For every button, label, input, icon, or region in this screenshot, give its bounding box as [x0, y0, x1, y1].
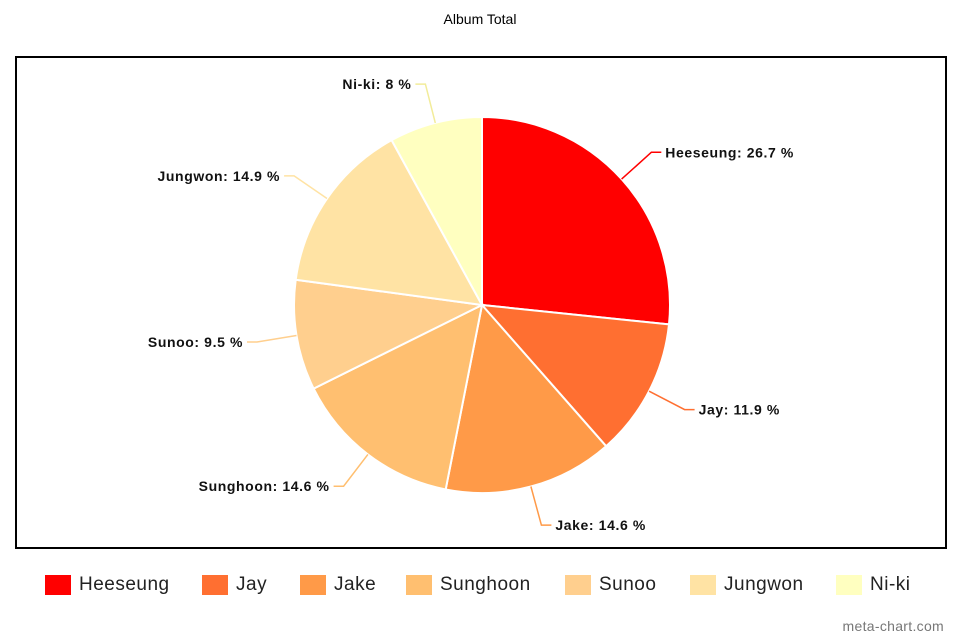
data-label-sunghoon: Sunghoon: 14.6 % — [199, 478, 330, 494]
legend-label: Heeseung — [79, 574, 170, 595]
data-label-sunoo: Sunoo: 9.5 % — [148, 334, 243, 350]
connector-heeseung — [621, 151, 662, 180]
data-label-ni-ki: Ni-ki: 8 % — [342, 76, 411, 92]
legend-swatch — [202, 575, 228, 595]
connector-ni-ki — [415, 83, 437, 124]
data-label-heeseung: Heeseung: 26.7 % — [665, 144, 794, 160]
legend-swatch — [45, 575, 71, 595]
legend-label: Sunoo — [599, 574, 657, 595]
legend-item-heeseung: Heeseung — [45, 574, 170, 596]
connector-sunoo — [247, 334, 297, 343]
connector-jake — [530, 486, 552, 526]
legend-item-jay: Jay — [202, 574, 267, 596]
pie-slice-jay — [479, 303, 671, 448]
pie-chart: Heeseung: 26.7 % Jay: 11.9 % Jake: 14.6 % S… — [148, 76, 794, 533]
chart-title: Album Total — [443, 11, 517, 27]
data-label-jake: Jake: 14.6 % — [555, 517, 645, 533]
connector-sunghoon — [333, 453, 369, 487]
pie-slice-heeseung — [481, 115, 671, 326]
connector-jungwon — [284, 175, 328, 200]
data-label-jungwon: Jungwon: 14.9 % — [158, 168, 281, 184]
legend-swatch — [690, 575, 716, 595]
legend-item-ni-ki: Ni-ki — [836, 574, 911, 596]
pie-slice-ni-ki — [390, 115, 483, 306]
watermark: meta-chart.com — [842, 618, 944, 634]
legend-item-sunoo: Sunoo — [565, 574, 656, 596]
legend-item-sunghoon: Sunghoon — [406, 574, 531, 596]
legend-label: Jungwon — [724, 574, 804, 595]
legend-label: Jake — [334, 574, 377, 595]
plot-frame: Heeseung: 26.7 % Jay: 11.9 % Jake: 14.6 % S… — [15, 56, 947, 549]
legend-swatch — [300, 575, 326, 595]
connector-jay — [648, 390, 695, 411]
legend-item-jake: Jake — [300, 574, 376, 596]
legend-label: Sunghoon — [440, 574, 531, 595]
legend-swatch — [406, 575, 432, 595]
data-label-jay: Jay: 11.9 % — [699, 402, 780, 418]
legend-label: Jay — [236, 574, 268, 595]
legend-label: Ni-ki — [870, 574, 911, 595]
legend: Heeseung Jay Jake Sunghoon Sunoo Jungwon Ni-ki — [0, 574, 960, 604]
legend-swatch — [836, 575, 862, 595]
pie-slice-jungwon — [294, 138, 484, 307]
legend-item-jungwon: Jungwon — [690, 574, 804, 596]
legend-swatch — [565, 575, 591, 595]
